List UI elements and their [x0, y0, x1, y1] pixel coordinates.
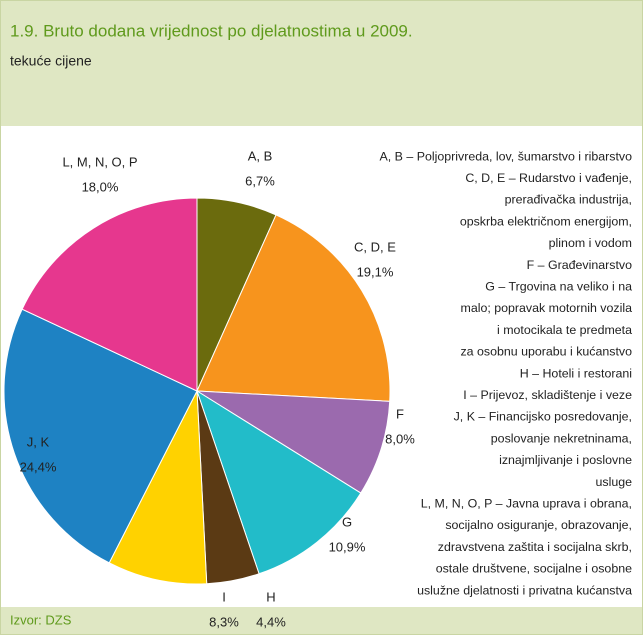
legend-line: plinom i vodom	[549, 236, 632, 250]
legend-line: poslovanje nekretninama,	[491, 431, 632, 445]
header-band	[0, 0, 643, 126]
pie-slice	[196, 390, 391, 494]
legend-line: iznajmljivanje i poslovne	[499, 453, 632, 467]
slice-value-label: 8,3%	[209, 614, 239, 629]
legend-line: opskrba električnom energijom,	[460, 214, 632, 228]
slice-category-label: H	[266, 589, 275, 604]
slice-value-label: 4,4%	[256, 614, 286, 629]
legend-line: L, M, N, O, P – Javna uprava i obrana,	[421, 496, 632, 510]
source: Izvor: DZS	[10, 612, 72, 627]
legend-line: A, B – Poljoprivreda, lov, šumarstvo i r…	[380, 149, 633, 163]
legend-line: socijalno osiguranje, obrazovanje,	[445, 518, 632, 532]
legend-line: malo; popravak motornih vozila	[461, 301, 633, 315]
slice-value-label: 24,4%	[20, 459, 57, 474]
legend-line: za osobnu uporabu i kućanstvo	[460, 345, 632, 359]
slice-category-label: I	[222, 589, 226, 604]
slice-value-label: 8,0%	[385, 431, 415, 446]
slice-value-label: 6,7%	[245, 173, 275, 188]
chart-subtitle: tekuće cijene	[10, 53, 92, 69]
slice-category-label: J, K	[27, 434, 50, 449]
legend-line: J, K – Financijsko posredovanje,	[454, 410, 632, 424]
legend-line: i motocikala te predmeta	[497, 323, 632, 337]
slice-value-label: 19,1%	[357, 264, 394, 279]
legend-line: zdravstvena zaštita i socijalna skrb,	[438, 540, 632, 554]
slice-category-label: G	[342, 514, 352, 529]
legend-line: ostale društvene, socijalne i osobne	[436, 562, 632, 576]
pie-slice	[196, 214, 391, 402]
footer-band	[0, 607, 643, 635]
pie-slice	[196, 389, 362, 575]
pie-slice	[21, 197, 198, 392]
legend-line: usluge	[595, 475, 632, 489]
legend-line: uslužne djelatnosti i privatna kućanstva	[417, 583, 632, 597]
legend-line: F – Građevinarstvo	[527, 258, 632, 272]
legend-line: C, D, E – Rudarstvo i vađenje,	[465, 171, 632, 185]
chart-title: 1.9. Bruto dodana vrijednost po djelatno…	[10, 21, 413, 40]
slice-category-label: A, B	[248, 148, 273, 163]
slice-category-label: F	[396, 406, 404, 421]
slice-value-label: 10,9%	[329, 539, 366, 554]
legend-line: I – Prijevoz, skladištenje i veze	[463, 388, 632, 402]
pie-slice	[3, 308, 198, 564]
slice-category-label: L, M, N, O, P	[62, 154, 137, 169]
slice-value-label: 18,0%	[82, 179, 119, 194]
legend-line: G – Trgovina na veliko i na	[485, 279, 632, 293]
slice-category-label: C, D, E	[354, 239, 396, 254]
pie-slice	[108, 389, 208, 585]
legend-line: H – Hoteli i restorani	[520, 366, 632, 380]
legend-line: prerađivačka industrija,	[505, 193, 632, 207]
